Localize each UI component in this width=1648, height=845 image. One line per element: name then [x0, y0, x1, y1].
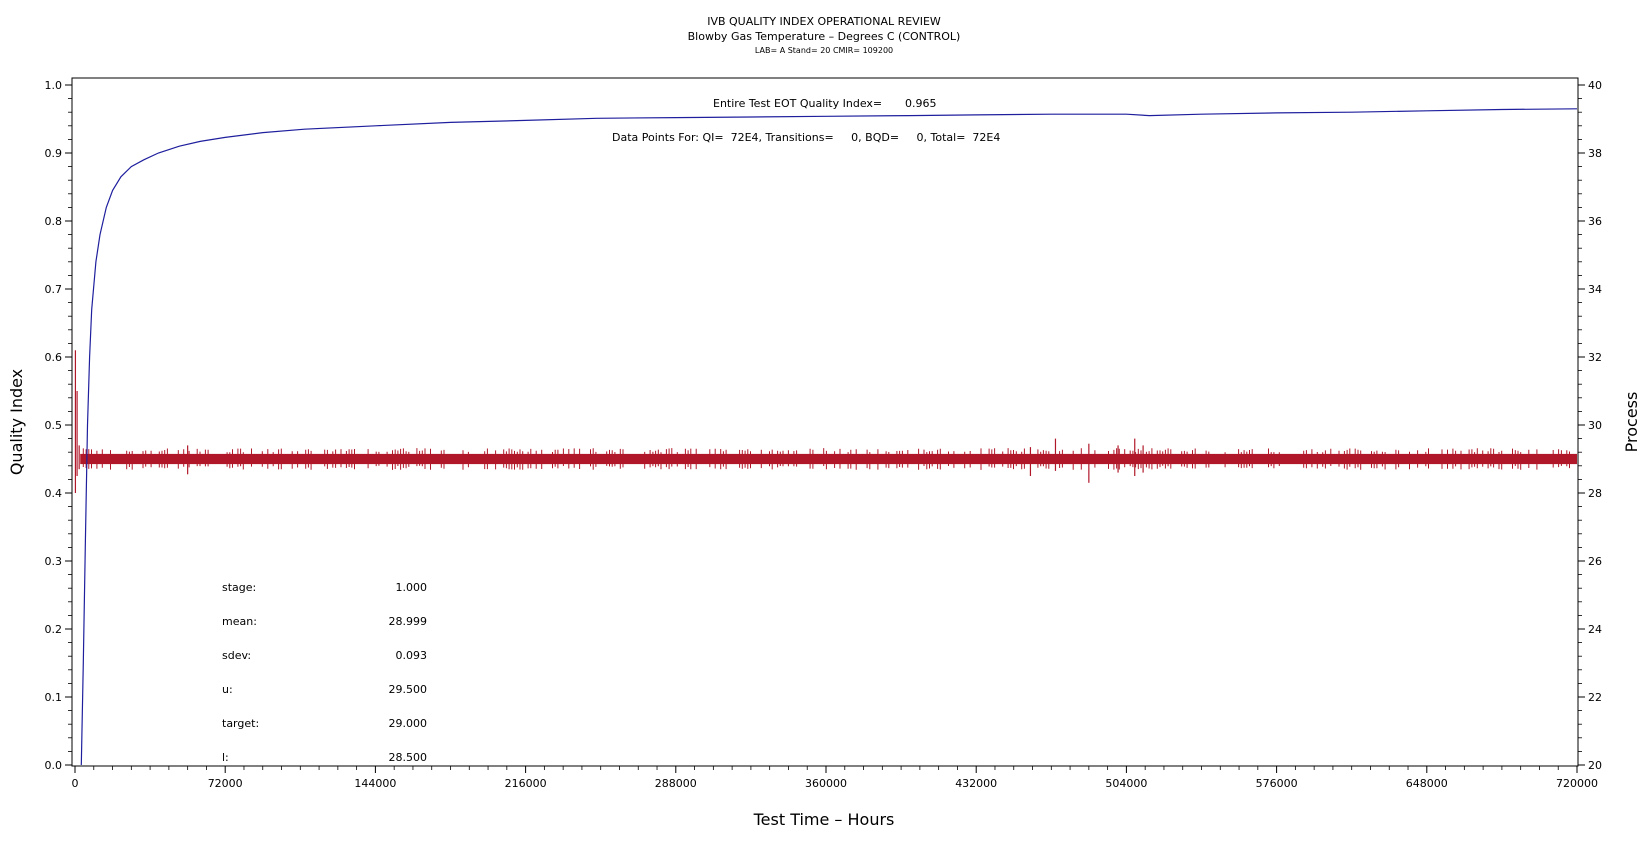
y-tick-label-10: 1.0 [45, 79, 63, 92]
y2-tick-label-2: 24 [1588, 623, 1602, 636]
process-series [74, 350, 1577, 493]
data-points-summary: Data Points For: QI= 72E4, Transitions= … [612, 131, 1000, 144]
y2-tick-label-3: 26 [1588, 555, 1602, 568]
stat-value-0: 1.000 [396, 581, 428, 594]
x-tick-label-1: 72000 [208, 777, 243, 790]
stat-label-4: target: [222, 717, 259, 730]
chart-subtitle: Blowby Gas Temperature – Degrees C (CONT… [688, 30, 961, 43]
stat-value-4: 29.000 [389, 717, 428, 730]
y2-tick-label-9: 38 [1588, 147, 1602, 160]
x-tick-label-5: 360000 [805, 777, 847, 790]
y-tick-label-9: 0.9 [45, 147, 63, 160]
eot-quality-index-label: Entire Test EOT Quality Index= [713, 97, 882, 110]
stat-label-0: stage: [222, 581, 256, 594]
y-tick-label-4: 0.4 [45, 487, 63, 500]
x-axis-label: Test Time – Hours [753, 810, 895, 829]
quality-index-line [80, 108, 1578, 766]
x-axis: 0 72000 144000 216000 288000 360000 432000 5040… [72, 766, 1598, 790]
y-axis-left: 0.0 0.1 0.2 0.3 0.4 0.5 0.6 0.7 0.8 0.9 1.0 [45, 79, 72, 772]
y2-tick-label-6: 32 [1588, 351, 1602, 364]
x-tick-label-2: 144000 [354, 777, 396, 790]
stat-value-1: 28.999 [389, 615, 428, 628]
x-tick-label-8: 576000 [1256, 777, 1298, 790]
y-axis-left-label: Quality Index [7, 369, 26, 475]
y-axis-right-label: Process [1622, 392, 1641, 453]
stat-label-1: mean: [222, 615, 257, 628]
x-tick-label-0: 0 [72, 777, 79, 790]
x-tick-label-9: 648000 [1406, 777, 1448, 790]
y2-tick-label-7: 34 [1588, 283, 1602, 296]
y-tick-label-0: 0.0 [45, 759, 63, 772]
y-tick-label-7: 0.7 [45, 283, 63, 296]
y-tick-label-3: 0.3 [45, 555, 63, 568]
y-tick-label-2: 0.2 [45, 623, 63, 636]
y-tick-label-5: 0.5 [45, 419, 63, 432]
y2-tick-label-10: 40 [1588, 79, 1602, 92]
y-tick-label-6: 0.6 [45, 351, 63, 364]
y2-tick-label-4: 28 [1588, 487, 1602, 500]
x-tick-label-7: 504000 [1105, 777, 1147, 790]
y2-tick-label-1: 22 [1588, 691, 1602, 704]
process-noise [82, 448, 1570, 470]
y2-tick-label-5: 30 [1588, 419, 1602, 432]
y-tick-label-1: 0.1 [45, 691, 63, 704]
x-tick-label-3: 216000 [505, 777, 547, 790]
x-tick-label-4: 288000 [655, 777, 697, 790]
stats-block: stage: 1.000 mean: 28.999 sdev: 0.093 u: 29.500… [222, 581, 427, 764]
plot-frame [71, 77, 1579, 767]
stat-value-5: 28.500 [389, 751, 428, 764]
stat-value-3: 29.500 [389, 683, 428, 696]
stat-label-5: l: [222, 751, 229, 764]
chart-lab-info: LAB= A Stand= 20 CMIR= 109200 [755, 46, 893, 55]
y2-tick-label-0: 20 [1588, 759, 1602, 772]
x-tick-label-10: 720000 [1556, 777, 1598, 790]
chart-title: IVB QUALITY INDEX OPERATIONAL REVIEW [707, 15, 941, 28]
stat-label-2: sdev: [222, 649, 251, 662]
quality-index-series [80, 108, 1578, 766]
stat-label-3: u: [222, 683, 233, 696]
process-band [80, 453, 1577, 465]
eot-quality-index-value: 0.965 [905, 97, 937, 110]
y2-tick-label-8: 36 [1588, 215, 1602, 228]
y-axis-right: 20 22 24 26 28 30 32 34 36 38 40 [1578, 79, 1602, 772]
y-tick-label-8: 0.8 [45, 215, 63, 228]
x-tick-label-6: 432000 [955, 777, 997, 790]
stat-value-2: 0.093 [396, 649, 428, 662]
